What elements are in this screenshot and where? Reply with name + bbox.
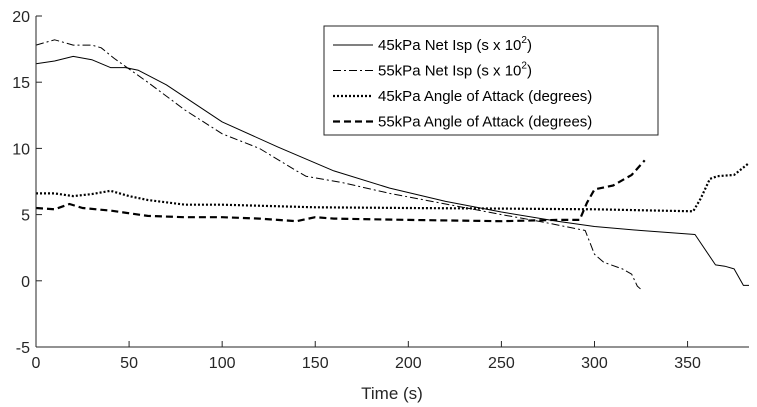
series-line-3 <box>36 162 750 213</box>
y-tick-label: 0 <box>21 274 30 291</box>
x-tick-label: 250 <box>488 355 515 372</box>
legend-box <box>323 25 659 136</box>
y-tick-label: 5 <box>21 208 30 225</box>
legend-label-1: 45kPa Net Isp (s x 102) <box>378 35 532 54</box>
y-tick-label: 10 <box>12 141 30 158</box>
x-axis-label: Time (s) <box>361 384 423 403</box>
x-tick-label: 350 <box>674 355 701 372</box>
legend-entries: 45kPa Net Isp (s x 102) 55kPa Net Isp (s … <box>333 35 592 131</box>
x-ticks: 0 50 100 150 200 250 300 350 <box>32 341 701 372</box>
y-ticks: -5 0 5 10 15 20 <box>12 9 42 357</box>
x-tick-label: 50 <box>120 355 138 372</box>
legend-label-3: 45kPa Angle of Attack (degrees) <box>378 88 592 105</box>
series-layer <box>35 39 750 290</box>
x-tick-label: 300 <box>581 355 608 372</box>
legend: 45kPa Net Isp (s x 102) 55kPa Net Isp (s … <box>323 25 659 136</box>
series-line-4 <box>35 159 646 223</box>
y-tick-label: 15 <box>12 75 30 92</box>
x-tick-label: 100 <box>209 355 236 372</box>
series-line-1 <box>35 55 749 286</box>
y-tick-label: 20 <box>12 9 30 26</box>
y-tick-label: -5 <box>16 340 30 357</box>
legend-label-4: 55kPa Angle of Attack (degrees) <box>378 114 592 131</box>
series-line-2 <box>35 39 642 290</box>
x-tick-label: 0 <box>32 355 41 372</box>
x-tick-label: 200 <box>395 355 422 372</box>
legend-label-2: 55kPa Net Isp (s x 102) <box>378 61 532 80</box>
x-tick-label: 150 <box>302 355 329 372</box>
